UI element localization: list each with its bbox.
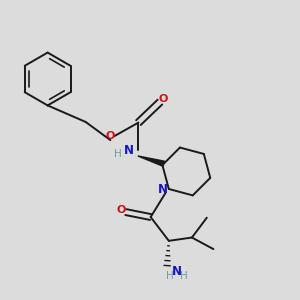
Polygon shape bbox=[138, 156, 164, 166]
Text: N: N bbox=[171, 265, 182, 278]
Text: H: H bbox=[114, 149, 122, 159]
Text: H: H bbox=[166, 272, 174, 281]
Text: N: N bbox=[124, 143, 134, 157]
Text: H: H bbox=[181, 272, 188, 281]
Text: N: N bbox=[158, 184, 168, 196]
Text: O: O bbox=[106, 131, 115, 141]
Text: O: O bbox=[117, 206, 126, 215]
Text: O: O bbox=[158, 94, 168, 104]
